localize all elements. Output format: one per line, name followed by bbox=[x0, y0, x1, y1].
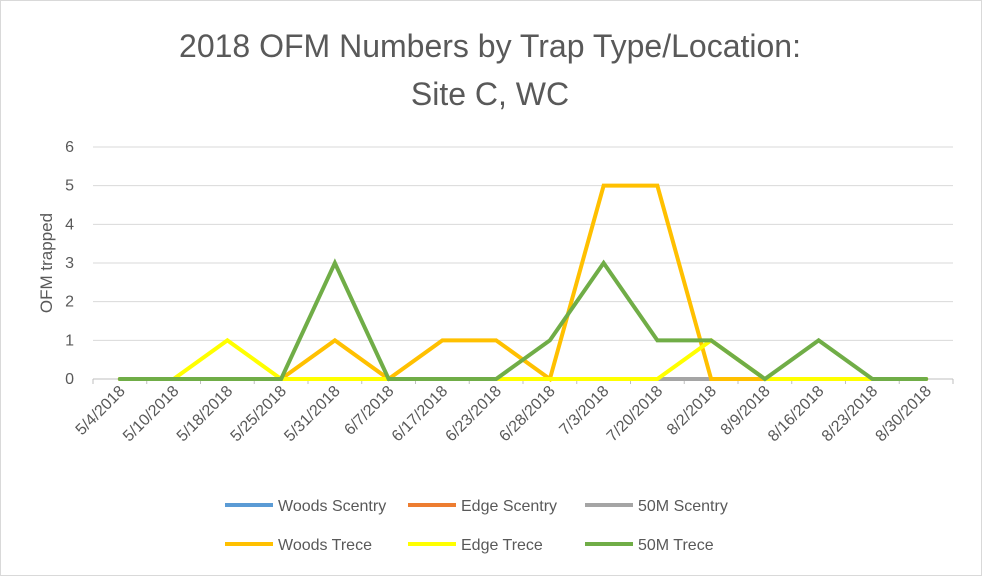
x-tick-label: 7/3/2018 bbox=[556, 383, 612, 439]
chart-title: 2018 OFM Numbers by Trap Type/Location: … bbox=[0, 22, 980, 118]
legend-item: Edge Scentry bbox=[408, 498, 557, 515]
x-tick-label: 5/4/2018 bbox=[73, 383, 129, 439]
legend-label: Edge Scentry bbox=[461, 498, 557, 515]
x-tick-label: 5/31/2018 bbox=[281, 383, 343, 445]
x-tick-label: 8/2/2018 bbox=[664, 383, 720, 439]
legend-label: 50M Trece bbox=[638, 537, 714, 554]
y-tick-label-6: 6 bbox=[65, 139, 74, 156]
legend-item: Woods Scentry bbox=[225, 498, 386, 515]
x-tick-label: 8/23/2018 bbox=[819, 383, 881, 445]
x-tick-label: 6/23/2018 bbox=[443, 383, 505, 445]
y-tick-label-2: 2 bbox=[65, 294, 74, 311]
legend-item: Edge Trece bbox=[408, 537, 543, 554]
legend-item: 50M Trece bbox=[585, 537, 714, 554]
chart-title-line1: 2018 OFM Numbers by Trap Type/Location: bbox=[179, 28, 801, 64]
x-tick-label: 8/16/2018 bbox=[765, 383, 827, 445]
x-tick-label: 6/7/2018 bbox=[341, 383, 397, 439]
y-tick-label-5: 5 bbox=[65, 178, 74, 195]
legend-item: 50M Scentry bbox=[585, 498, 728, 515]
y-tick-label-1: 1 bbox=[65, 332, 74, 349]
series-line bbox=[117, 258, 929, 382]
series-line bbox=[117, 337, 929, 381]
x-tick-label: 8/30/2018 bbox=[873, 383, 935, 445]
chart-title-line2: Site C, WC bbox=[410, 76, 570, 112]
x-tick-label: 6/17/2018 bbox=[389, 383, 451, 445]
series-50m-trece bbox=[117, 258, 929, 382]
x-tick-label: 5/10/2018 bbox=[120, 383, 182, 445]
x-tick-label: 5/18/2018 bbox=[174, 383, 236, 445]
x-tick-label: 6/28/2018 bbox=[496, 383, 558, 445]
x-tick-label: 5/25/2018 bbox=[228, 383, 290, 445]
legend-label: Woods Scentry bbox=[278, 498, 386, 515]
y-tick-label-3: 3 bbox=[65, 255, 74, 272]
legend-label: Edge Trece bbox=[461, 537, 543, 554]
y-tick-label-0: 0 bbox=[65, 371, 74, 388]
y-axis-title: OFM trapped bbox=[37, 213, 56, 313]
x-tick-label: 7/20/2018 bbox=[604, 383, 666, 445]
x-tick-label: 8/9/2018 bbox=[718, 383, 774, 439]
legend-label: 50M Scentry bbox=[638, 498, 728, 515]
legend-label: Woods Trece bbox=[278, 537, 372, 554]
y-tick-label-4: 4 bbox=[65, 216, 74, 233]
legend-item: Woods Trece bbox=[225, 537, 372, 554]
